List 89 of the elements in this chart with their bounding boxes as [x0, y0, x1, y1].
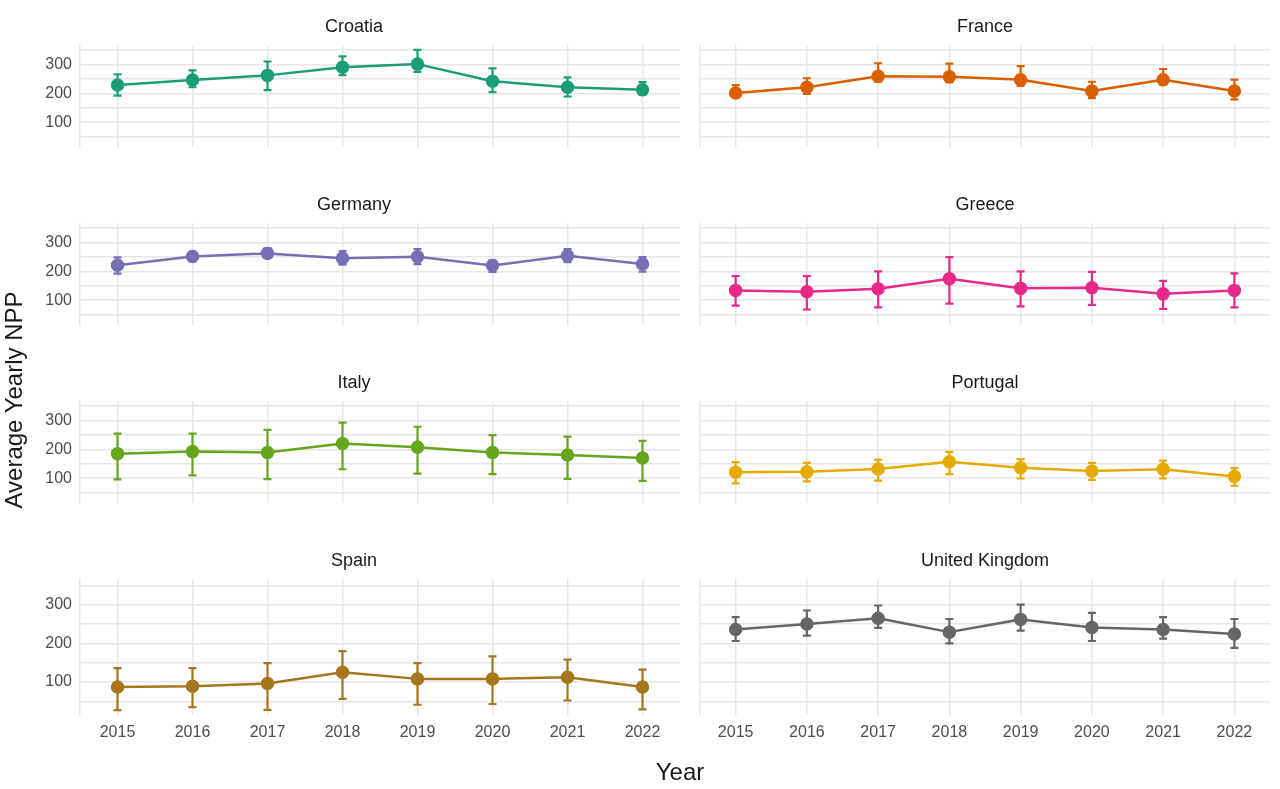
point — [1156, 287, 1170, 301]
chart-title: Greece — [955, 193, 1015, 214]
point — [485, 74, 500, 88]
point — [728, 283, 743, 298]
y-tick-label: 100 — [45, 468, 73, 486]
point — [1013, 281, 1028, 296]
point — [1085, 281, 1099, 295]
point — [942, 454, 957, 469]
x-tick-label: 2015 — [717, 722, 754, 740]
x-tick-label: 2021 — [549, 722, 586, 740]
y-axis-title: Average Yearly NPP — [0, 291, 28, 509]
point — [800, 465, 814, 479]
point — [185, 73, 200, 87]
point — [110, 446, 125, 461]
point — [871, 462, 885, 476]
chart-title: Croatia — [324, 15, 384, 36]
point — [871, 281, 885, 296]
x-tick-label: 2017 — [860, 722, 897, 740]
x-tick-label: 2019 — [1002, 722, 1039, 740]
x-tick-label: 2019 — [399, 722, 436, 740]
x-tick-label: 2016 — [789, 722, 825, 740]
point — [410, 440, 425, 455]
chart-title: Portugal — [951, 371, 1019, 392]
point — [260, 68, 275, 83]
point — [485, 445, 500, 460]
point — [871, 611, 885, 625]
x-tick-label: 2017 — [249, 722, 286, 740]
x-tick-label: 2018 — [931, 722, 968, 740]
y-tick-label: 100 — [45, 672, 73, 690]
point — [871, 69, 885, 83]
point — [185, 444, 200, 459]
y-tick-label: 200 — [45, 83, 73, 101]
point — [560, 80, 575, 94]
y-tick-label: 200 — [45, 633, 73, 651]
point — [335, 60, 350, 75]
point — [635, 680, 650, 694]
x-tick-label: 2021 — [1145, 722, 1182, 740]
point — [1085, 84, 1099, 98]
point — [1013, 72, 1028, 87]
point — [1156, 622, 1170, 637]
point — [1156, 72, 1170, 87]
point — [560, 448, 575, 462]
y-tick-label: 300 — [45, 54, 73, 72]
point — [728, 465, 743, 479]
point — [942, 70, 957, 84]
chart-title: France — [956, 15, 1014, 36]
chart-title: Germany — [316, 193, 392, 214]
point — [110, 680, 125, 694]
point — [260, 445, 275, 460]
point — [1013, 461, 1028, 475]
point — [1085, 464, 1099, 478]
y-tick-label: 200 — [45, 439, 73, 457]
y-tick-label: 100 — [45, 290, 73, 308]
point — [1227, 84, 1242, 98]
point — [335, 436, 350, 451]
y-tick-label: 300 — [45, 595, 73, 613]
x-tick-label: 2020 — [1074, 722, 1110, 740]
point — [942, 272, 957, 286]
point — [560, 670, 575, 685]
x-axis-title: Year — [655, 758, 705, 786]
point — [800, 285, 814, 299]
y-tick-label: 200 — [45, 261, 73, 279]
y-tick-label: 300 — [45, 410, 73, 428]
x-tick-label: 2018 — [324, 722, 361, 740]
x-tick-label: 2022 — [1216, 722, 1253, 740]
point — [335, 665, 350, 680]
point — [110, 78, 125, 92]
x-tick-label: 2016 — [174, 722, 211, 740]
point — [1013, 612, 1028, 627]
x-tick-label: 2020 — [474, 722, 511, 740]
point — [728, 622, 743, 637]
point — [800, 617, 814, 631]
point — [260, 676, 275, 691]
point — [485, 672, 500, 686]
x-tick-label: 2022 — [624, 722, 661, 740]
chart-title: United Kingdom — [920, 549, 1050, 570]
point — [185, 679, 200, 693]
point — [942, 625, 957, 639]
y-tick-label: 300 — [45, 232, 73, 250]
y-tick-label: 100 — [45, 112, 73, 130]
point — [1227, 627, 1242, 641]
chart-title: Italy — [337, 371, 371, 392]
x-tick-label: 2015 — [99, 722, 136, 740]
point — [1227, 283, 1242, 298]
point — [635, 451, 650, 465]
chart-title: Spain — [330, 549, 378, 570]
point — [410, 672, 425, 686]
point — [1085, 620, 1099, 635]
point — [410, 57, 425, 71]
